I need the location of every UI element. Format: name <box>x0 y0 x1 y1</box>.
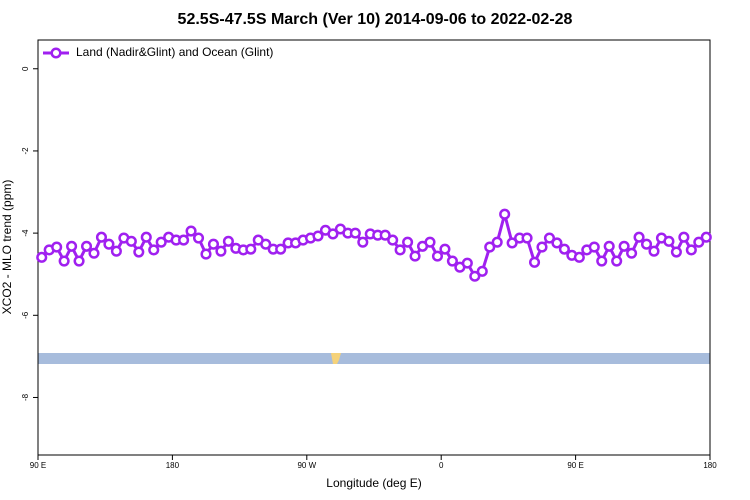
legend-label: Land (Nadir&Glint) and Ocean (Glint) <box>76 45 273 59</box>
point <box>670 246 682 258</box>
y-axis-label: XCO2 - MLO trend (ppm) <box>0 180 14 315</box>
point <box>80 240 93 252</box>
point <box>446 255 458 267</box>
point <box>312 230 324 242</box>
point <box>603 240 615 252</box>
point <box>626 247 638 259</box>
point <box>633 231 645 243</box>
point <box>58 255 70 267</box>
point <box>678 231 690 243</box>
point <box>148 244 160 256</box>
point <box>222 235 234 247</box>
point <box>611 255 623 267</box>
point <box>596 255 608 267</box>
point <box>461 257 473 269</box>
point <box>476 265 488 277</box>
point <box>215 245 227 257</box>
point <box>409 250 421 262</box>
x-tick-label: 180 <box>166 461 180 470</box>
point <box>200 248 212 260</box>
point <box>73 255 85 267</box>
point <box>521 232 533 244</box>
point <box>260 238 272 250</box>
point <box>327 228 339 240</box>
point <box>387 234 399 246</box>
point <box>543 232 556 244</box>
point <box>66 240 78 252</box>
point <box>484 241 496 253</box>
point <box>431 250 444 262</box>
land-patch <box>331 353 341 364</box>
x-tick-label: 180 <box>703 461 717 470</box>
point <box>155 236 167 248</box>
point <box>588 241 600 253</box>
point <box>693 236 705 248</box>
chart-title: 52.5S-47.5S March (Ver 10) 2014-09-06 to… <box>178 11 573 28</box>
x-axis-label: Longitude (deg E) <box>326 476 421 490</box>
y-tick-label: -8 <box>21 393 30 401</box>
point <box>207 238 220 250</box>
point <box>51 241 63 253</box>
point <box>469 270 481 282</box>
point <box>379 229 391 241</box>
x-tick-label: 90 E <box>567 461 583 470</box>
point <box>95 231 108 243</box>
point <box>536 241 548 253</box>
point <box>640 238 653 250</box>
y-tick-label: 0 <box>21 66 30 71</box>
point <box>700 231 712 243</box>
point <box>103 238 115 250</box>
point <box>88 247 100 259</box>
y-tick-label: -4 <box>21 229 30 237</box>
point <box>110 245 122 257</box>
point <box>528 256 541 268</box>
x-tick-label: 90 W <box>297 461 316 470</box>
point <box>506 237 518 249</box>
point <box>349 227 361 239</box>
point <box>424 236 436 248</box>
point <box>663 235 675 247</box>
point <box>245 243 257 255</box>
point <box>551 237 563 249</box>
point <box>402 236 414 248</box>
point <box>178 234 190 246</box>
x-tick-label: 90 E <box>30 461 46 470</box>
point <box>394 244 406 256</box>
y-tick-label: -2 <box>21 147 30 155</box>
legend-marker <box>50 47 62 59</box>
point <box>192 232 205 244</box>
point <box>499 208 511 220</box>
point <box>275 243 287 255</box>
point <box>648 245 660 257</box>
point <box>558 243 570 255</box>
point <box>491 236 503 248</box>
point <box>125 235 137 247</box>
point <box>685 244 697 256</box>
plot-frame <box>37 39 711 456</box>
point <box>618 240 630 252</box>
point <box>357 236 369 248</box>
y-tick-label: -6 <box>21 311 30 319</box>
point <box>573 251 585 263</box>
point <box>439 243 451 255</box>
surface-strip <box>38 353 710 364</box>
point <box>36 251 48 263</box>
point <box>133 246 145 258</box>
x-tick-label: 0 <box>439 461 444 470</box>
point <box>140 231 152 243</box>
point <box>185 225 197 237</box>
